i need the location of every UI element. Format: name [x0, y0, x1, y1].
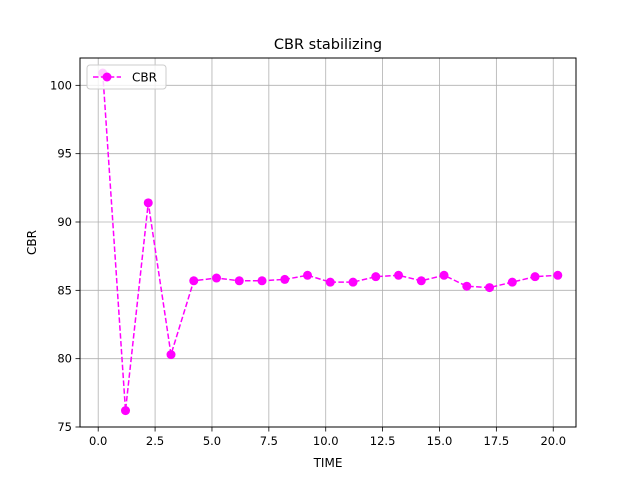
y-axis-label: CBR — [25, 230, 39, 255]
legend-box — [86, 64, 167, 90]
data-point — [485, 283, 495, 293]
x-tick-label: 10.0 — [313, 434, 339, 448]
axis-ticks: 0.0 2.5 5.0 7.5 10.0 12.5 15.0 17.5 20.0 75 80 85 90… — [50, 78, 566, 448]
legend: CBR — [86, 64, 167, 90]
x-axis-label: TIME — [313, 456, 343, 470]
data-point — [234, 276, 244, 286]
y-tick-label: 90 — [57, 215, 72, 229]
plot-area — [80, 58, 576, 427]
data-point — [348, 277, 358, 287]
data-point — [121, 406, 131, 416]
grid-lines — [80, 58, 576, 428]
x-tick-label: 20.0 — [540, 434, 566, 448]
data-point — [143, 198, 153, 208]
data-point — [280, 274, 290, 284]
data-point — [416, 276, 426, 286]
data-point — [303, 270, 313, 280]
x-tick-label: 5.0 — [203, 434, 221, 448]
y-tick-label: 85 — [57, 283, 72, 297]
chart-title: CBR stabilizing — [274, 37, 382, 53]
data-point — [530, 272, 540, 282]
x-tick-label: 15.0 — [427, 434, 453, 448]
series-layer — [98, 68, 563, 416]
y-tick-label: 95 — [57, 147, 72, 161]
data-point — [371, 272, 381, 282]
data-point — [394, 270, 404, 280]
legend-marker — [102, 72, 112, 82]
x-tick-label: 17.5 — [484, 434, 510, 448]
data-point — [507, 277, 517, 287]
x-tick-label: 7.5 — [260, 434, 278, 448]
y-tick-label: 100 — [50, 78, 72, 92]
plot-frame — [79, 57, 577, 428]
y-tick-label: 75 — [57, 420, 72, 434]
data-point — [462, 281, 472, 291]
legend-label: CBR — [132, 71, 157, 85]
data-point — [553, 270, 563, 280]
data-point — [439, 270, 449, 280]
data-point — [257, 276, 267, 286]
data-point — [212, 273, 222, 283]
y-tick-label: 80 — [57, 352, 72, 366]
x-tick-label: 2.5 — [146, 434, 164, 448]
data-point — [166, 350, 176, 360]
data-point — [189, 276, 199, 286]
x-tick-label: 0.0 — [89, 434, 107, 448]
x-tick-label: 12.5 — [370, 434, 396, 448]
data-point — [325, 277, 335, 287]
